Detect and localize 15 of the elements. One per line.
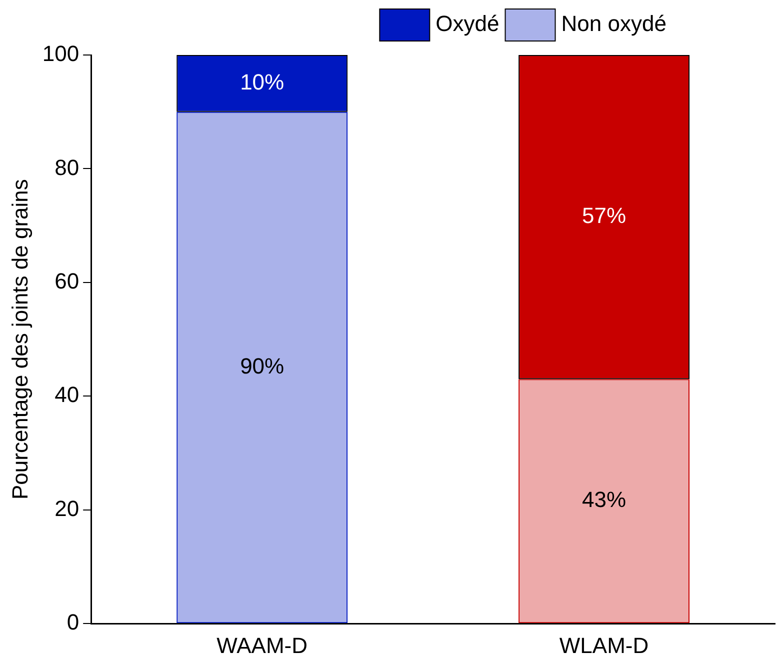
data-label: 57%: [582, 203, 626, 228]
legend-label: Oxydé: [436, 11, 500, 36]
data-label: 43%: [582, 487, 626, 512]
y-tick-label: 40: [54, 382, 80, 408]
legend-label: Non oxydé: [561, 11, 666, 36]
y-tick-label: 60: [54, 268, 80, 294]
y-tick-label: 20: [54, 496, 80, 521]
data-label: 90%: [240, 354, 284, 379]
data-label: 10%: [240, 69, 284, 94]
x-tick-label: WLAM-D: [559, 632, 649, 658]
y-tick-label: 80: [54, 154, 80, 180]
y-axis-title: Pourcentage des joints de grains: [7, 179, 32, 500]
y-tick-label: 0: [66, 610, 80, 635]
y-tick-label: 100: [42, 41, 80, 66]
x-tick-label: WAAM-D: [216, 632, 308, 658]
